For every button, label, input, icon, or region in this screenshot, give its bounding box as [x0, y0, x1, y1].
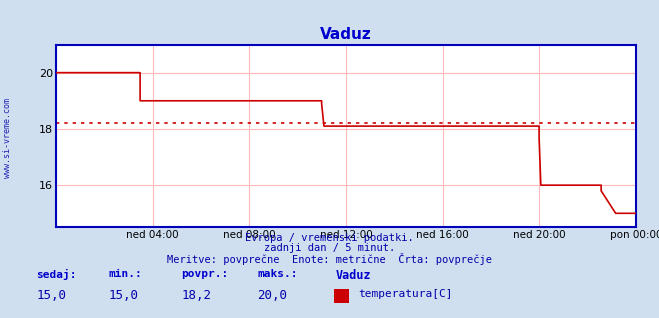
Text: sedaj:: sedaj: [36, 269, 76, 280]
Title: Vaduz: Vaduz [320, 27, 372, 42]
Text: 15,0: 15,0 [109, 289, 139, 302]
Text: zadnji dan / 5 minut.: zadnji dan / 5 minut. [264, 243, 395, 253]
Text: maks.:: maks.: [257, 269, 297, 279]
Text: min.:: min.: [109, 269, 142, 279]
Text: Vaduz: Vaduz [336, 269, 372, 282]
Text: www.si-vreme.com: www.si-vreme.com [3, 98, 13, 178]
Text: Evropa / vremenski podatki.: Evropa / vremenski podatki. [245, 233, 414, 243]
Text: temperatura[C]: temperatura[C] [358, 289, 452, 299]
Text: 15,0: 15,0 [36, 289, 67, 302]
Text: 20,0: 20,0 [257, 289, 287, 302]
Text: povpr.:: povpr.: [181, 269, 229, 279]
Text: Meritve: povprečne  Enote: metrične  Črta: povprečje: Meritve: povprečne Enote: metrične Črta:… [167, 253, 492, 265]
Text: 18,2: 18,2 [181, 289, 212, 302]
